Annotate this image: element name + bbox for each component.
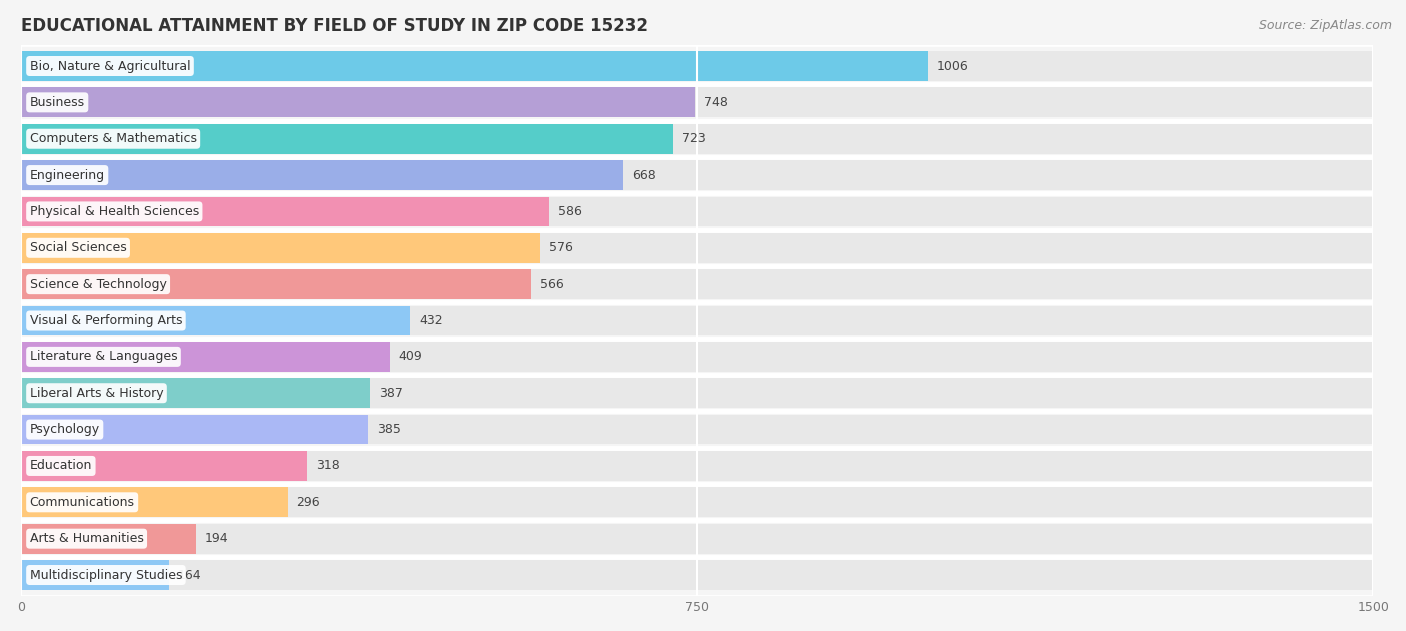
Text: 586: 586 (558, 205, 582, 218)
Text: 194: 194 (205, 532, 228, 545)
Bar (21, 487, 288, 517)
Text: Communications: Communications (30, 496, 135, 509)
Bar (21, 233, 540, 262)
Text: Source: ZipAtlas.com: Source: ZipAtlas.com (1258, 19, 1392, 32)
Text: 385: 385 (377, 423, 401, 436)
Text: 576: 576 (550, 241, 574, 254)
Text: 668: 668 (633, 168, 655, 182)
Text: Psychology: Psychology (30, 423, 100, 436)
Text: 296: 296 (297, 496, 321, 509)
Text: 1006: 1006 (936, 59, 969, 73)
Text: Engineering: Engineering (30, 168, 105, 182)
Text: Social Sciences: Social Sciences (30, 241, 127, 254)
Bar (21, 524, 195, 553)
Bar (21, 342, 1374, 372)
Bar (21, 415, 368, 444)
Bar (21, 160, 623, 190)
Bar (21, 487, 1374, 517)
Bar (21, 269, 531, 299)
Bar (21, 560, 169, 590)
Bar (21, 451, 1374, 481)
Bar (21, 415, 1374, 444)
Bar (21, 305, 1374, 336)
Bar (21, 305, 411, 336)
Text: 723: 723 (682, 133, 706, 145)
Bar (21, 560, 1374, 590)
Text: Bio, Nature & Agricultural: Bio, Nature & Agricultural (30, 59, 190, 73)
Text: Literature & Languages: Literature & Languages (30, 350, 177, 363)
Bar (21, 233, 1374, 262)
Bar (21, 379, 1374, 408)
Text: 318: 318 (316, 459, 340, 473)
Bar (21, 451, 308, 481)
Text: Science & Technology: Science & Technology (30, 278, 166, 291)
Text: Computers & Mathematics: Computers & Mathematics (30, 133, 197, 145)
Bar (21, 269, 1374, 299)
Text: Visual & Performing Arts: Visual & Performing Arts (30, 314, 183, 327)
Text: 164: 164 (177, 569, 201, 582)
Bar (21, 342, 389, 372)
Text: 409: 409 (398, 350, 422, 363)
Bar (21, 379, 370, 408)
Bar (21, 51, 928, 81)
Text: Physical & Health Sciences: Physical & Health Sciences (30, 205, 198, 218)
Bar (21, 124, 672, 153)
Text: Liberal Arts & History: Liberal Arts & History (30, 387, 163, 399)
Text: 387: 387 (378, 387, 402, 399)
Text: Arts & Humanities: Arts & Humanities (30, 532, 143, 545)
Text: Multidisciplinary Studies: Multidisciplinary Studies (30, 569, 183, 582)
Text: EDUCATIONAL ATTAINMENT BY FIELD OF STUDY IN ZIP CODE 15232: EDUCATIONAL ATTAINMENT BY FIELD OF STUDY… (21, 16, 648, 35)
Bar (21, 88, 695, 117)
Bar (21, 51, 1374, 81)
Bar (21, 196, 1374, 227)
Bar (21, 88, 1374, 117)
Text: Business: Business (30, 96, 84, 109)
Text: 432: 432 (419, 314, 443, 327)
Text: 748: 748 (704, 96, 728, 109)
Text: 566: 566 (540, 278, 564, 291)
Bar (21, 124, 1374, 153)
Bar (21, 196, 550, 227)
Bar (21, 160, 1374, 190)
Bar (21, 524, 1374, 553)
Text: Education: Education (30, 459, 91, 473)
